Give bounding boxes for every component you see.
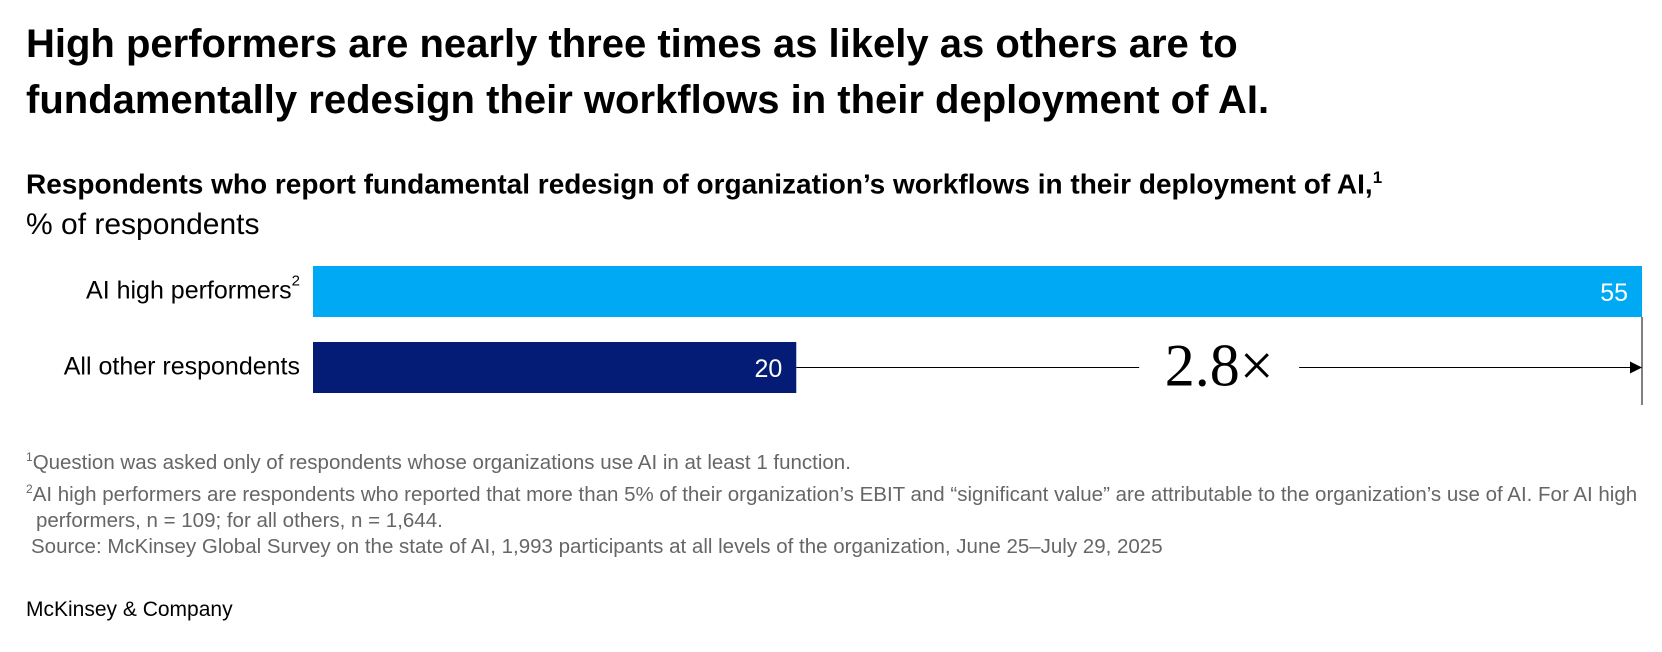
category-label: AI high performers2 [86, 272, 300, 304]
category-note: 2 [292, 272, 300, 289]
value-label: 20 [754, 355, 782, 383]
unit-label: % of respondents [26, 208, 260, 241]
subtitle: Respondents who report fundamental redes… [26, 168, 1382, 200]
source: Source: McKinsey Global Survey on the st… [31, 534, 1163, 558]
bar [313, 266, 1642, 317]
footnote-marker: 2 [26, 481, 33, 496]
chart: 55 AI high performers2 20 All other respond… [64, 266, 1643, 405]
value-label: 55 [1600, 279, 1628, 307]
title: High performers are nearly three times a… [26, 22, 1270, 122]
brand: McKinsey & Company [26, 598, 233, 621]
bar [313, 342, 797, 393]
subtitle-text: Respondents who report fundamental redes… [26, 168, 1373, 200]
footnote: 2AI high performers are respondents who … [26, 476, 1646, 534]
footnotes: 1Question was asked only of respondents … [26, 444, 1646, 560]
annotation: 2.8× [1165, 332, 1274, 398]
footnote-text: Question was asked only of respondents w… [32, 450, 851, 474]
category-label: All other respondents [64, 352, 300, 380]
footnote-text: AI high performers are respondents who r… [32, 482, 1638, 532]
category-text: AI high performers [86, 276, 292, 304]
footnote: 1Question was asked only of respondents … [26, 444, 1646, 476]
category-text: All other respondents [64, 352, 300, 380]
footnote-marker: 1 [26, 450, 33, 464]
subtitle-note: 1 [1372, 168, 1383, 187]
arrow-head [1630, 361, 1642, 374]
